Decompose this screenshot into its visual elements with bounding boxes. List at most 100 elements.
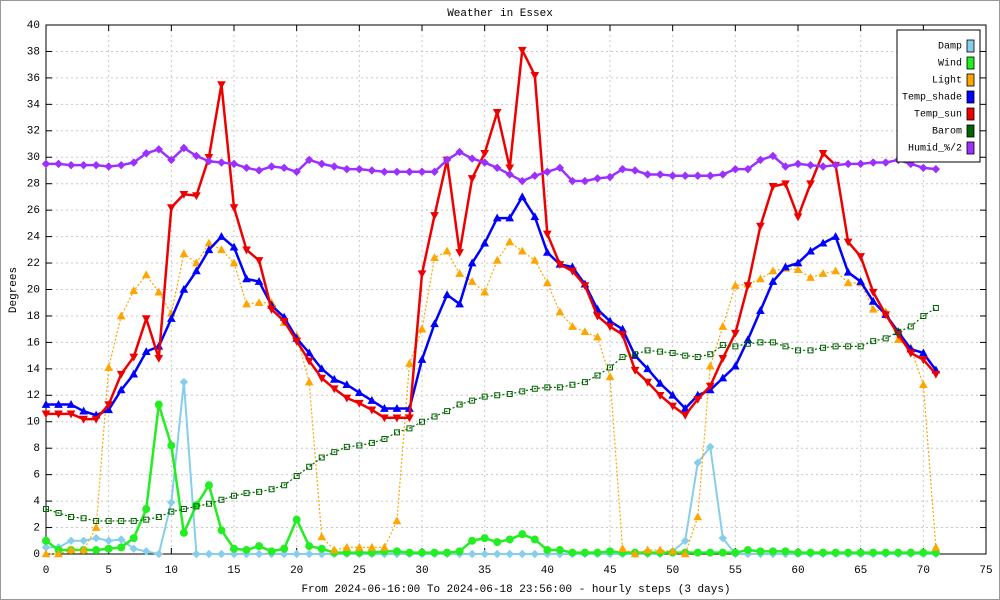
data-point [217,549,226,559]
y-tick-label: 16 [27,337,40,349]
data-point [430,548,439,557]
data-point [907,323,914,330]
data-point [231,492,237,499]
data-point [192,151,201,161]
data-point [229,204,239,213]
data-point [743,164,753,174]
data-point [781,547,790,556]
data-point [267,547,276,556]
series-line [45,307,937,522]
data-point [493,538,502,547]
data-point [54,400,63,408]
data-point [204,245,214,254]
x-tick-label: 40 [541,565,554,577]
data-point [292,515,301,524]
data-point [129,353,139,362]
data-point [168,508,175,515]
data-point [531,385,538,392]
data-point [180,506,187,513]
data-point [342,542,352,551]
data-point [920,312,927,319]
data-point [342,380,352,389]
data-point [304,348,314,357]
data-point [705,361,715,370]
data-point [818,269,828,277]
data-point [281,482,288,489]
data-point [843,238,853,247]
data-point [580,548,589,557]
data-point [405,414,414,423]
data-point [793,265,803,273]
x-tick-label: 35 [478,565,491,577]
data-point [806,246,815,255]
data-point [455,147,464,157]
data-point [530,171,540,180]
data-point [455,299,464,308]
x-tick-label: 70 [917,565,930,577]
data-point [79,415,88,424]
data-point [856,277,866,285]
data-point [744,340,751,347]
data-point [918,348,928,357]
x-tick-label: 50 [666,565,679,577]
data-point [756,155,765,165]
x-tick-label: 15 [227,565,240,577]
x-tick-label: 55 [729,565,742,577]
data-point [343,443,350,450]
data-point [419,418,425,425]
data-point [793,213,803,222]
data-point [443,548,452,557]
data-point [731,164,740,174]
x-tick-label: 30 [415,565,428,577]
x-tick-label: 45 [603,565,616,577]
data-point [882,335,889,342]
y-tick-label: 4 [33,496,40,508]
data-point [217,526,226,535]
data-point [317,532,327,541]
data-point [580,327,590,336]
data-point [680,549,690,558]
data-point [55,510,62,517]
data-point [256,488,263,495]
data-point [104,401,114,410]
data-point [317,374,327,383]
data-point [895,328,902,335]
data-point [468,536,477,545]
data-point [743,546,752,555]
data-point [694,353,701,360]
data-point [406,425,413,432]
data-point [230,544,239,553]
data-point [66,410,76,419]
data-point [367,166,377,175]
y-tick-label: 8 [33,443,40,455]
data-point [330,162,339,171]
data-point [104,405,114,414]
data-point [756,222,765,231]
data-point [806,160,815,170]
legend-label: Humid_%/2 [908,143,962,155]
data-point [143,516,150,523]
data-point [66,536,76,545]
data-point [518,176,527,186]
data-point [618,164,627,174]
data-point [381,435,388,442]
data-point [179,249,189,258]
data-point [530,71,540,80]
data-point [906,548,915,557]
legend-label: Temp_sun [914,110,962,121]
data-point [556,384,563,391]
data-point [843,159,853,169]
data-point [555,307,565,316]
data-point [807,347,814,354]
data-point [154,287,164,296]
data-point [506,390,513,397]
data-point [630,166,640,175]
data-point [607,364,613,371]
data-point [719,342,726,349]
data-point [518,549,527,559]
data-point [141,315,151,324]
x-tick-label: 10 [165,565,178,577]
data-point [619,353,626,360]
